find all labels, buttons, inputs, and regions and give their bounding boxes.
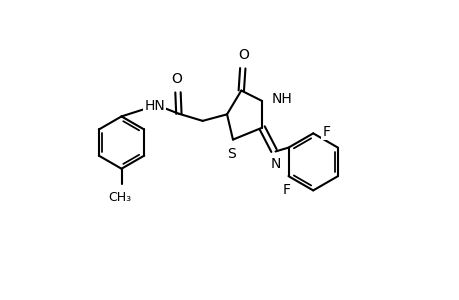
Text: NH: NH	[271, 92, 292, 106]
Text: CH₃: CH₃	[108, 191, 131, 204]
Text: N: N	[270, 157, 280, 170]
Text: F: F	[282, 183, 291, 197]
Text: O: O	[237, 48, 248, 62]
Text: F: F	[321, 125, 330, 139]
Text: HN: HN	[144, 99, 165, 113]
Text: S: S	[227, 147, 235, 161]
Text: O: O	[171, 72, 182, 86]
